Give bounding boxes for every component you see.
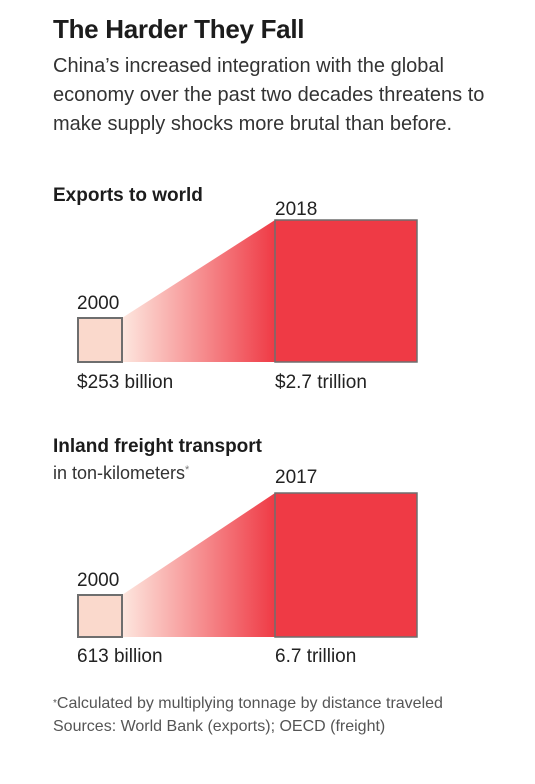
exports-value-2000-label: $253 billion	[77, 372, 173, 393]
freight-chart-subtitle: in ton-kilometers*	[53, 463, 190, 483]
freight-small-square-border	[77, 594, 123, 638]
page-subtitle: China’s increased integration with the g…	[53, 55, 485, 135]
freight-chart-subtitle-text: in ton-kilometers	[53, 463, 185, 483]
footnote: *Calculated by multiplying tonnage by di…	[53, 692, 493, 738]
exports-value-2018-label: $2.7 trillion	[275, 372, 367, 393]
exports-small-square	[78, 318, 122, 362]
freight-large-square-border	[274, 492, 418, 638]
freight-connector	[122, 493, 275, 637]
freight-value-2017-label: 6.7 trillion	[275, 646, 356, 667]
freight-year-2017-label: 2017	[275, 467, 317, 488]
freight-note-marker: *	[185, 464, 190, 476]
exports-chart: Exports to world 2000 2018 $253 billion …	[53, 185, 418, 393]
exports-year-2000-label: 2000	[77, 293, 119, 314]
exports-connector	[122, 220, 275, 362]
freight-year-2000-label: 2000	[77, 570, 119, 591]
exports-large-square-border	[274, 219, 418, 363]
footnote-text: Calculated by multiplying tonnage by dis…	[56, 695, 443, 712]
freight-chart-title: Inland freight transport	[53, 436, 263, 457]
exports-chart-title: Exports to world	[53, 185, 203, 206]
exports-small-square-border	[77, 317, 123, 363]
exports-large-square	[275, 220, 417, 362]
page-title: The Harder They Fall	[53, 14, 305, 44]
sources-text: Sources: World Bank (exports); OECD (fre…	[53, 718, 386, 735]
footnote-marker: *	[53, 698, 57, 709]
exports-year-2018-label: 2018	[275, 199, 317, 220]
freight-small-square	[78, 595, 122, 637]
freight-large-square	[275, 493, 417, 637]
freight-value-2000-label: 613 billion	[77, 646, 163, 667]
freight-chart: Inland freight transport in ton-kilomete…	[53, 436, 418, 667]
